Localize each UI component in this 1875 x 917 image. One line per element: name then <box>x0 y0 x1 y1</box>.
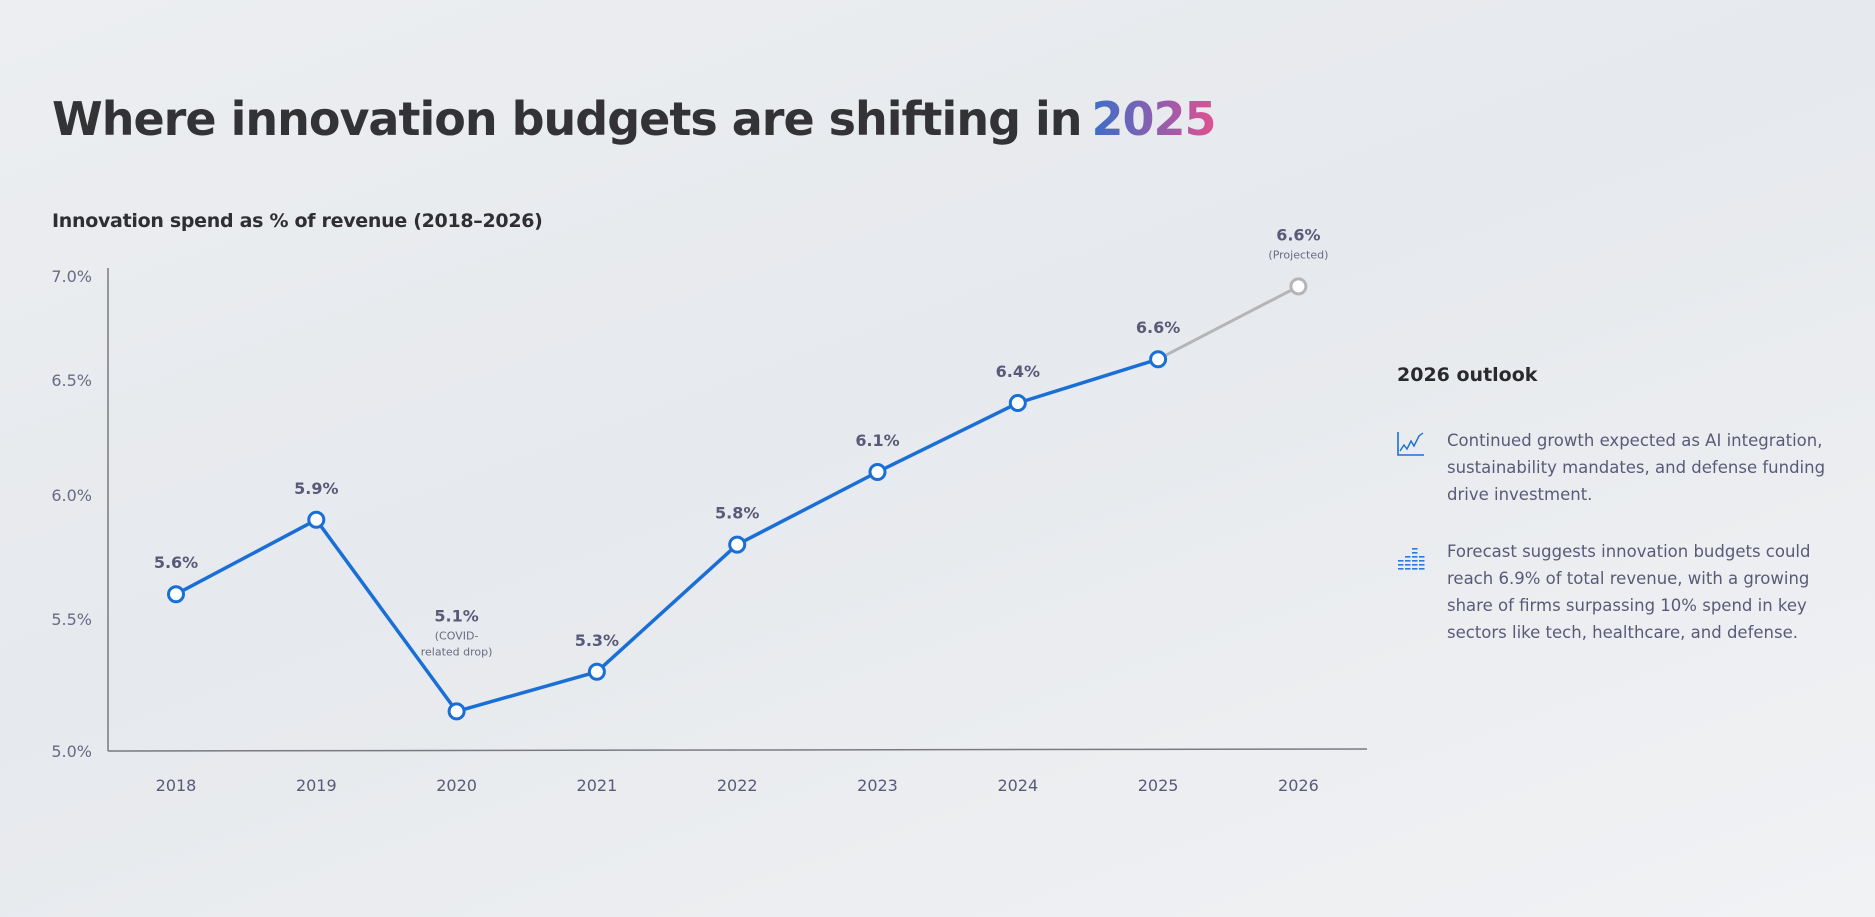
data-point <box>728 535 747 554</box>
y-tick-label: 5.5% <box>51 610 92 629</box>
x-tick-label: 2022 <box>717 776 758 795</box>
annotation: related drop) <box>421 645 493 658</box>
data-point <box>868 463 887 481</box>
x-tick-label: 2018 <box>156 776 197 795</box>
data-label: 6.1% <box>855 431 899 450</box>
projected-line <box>1157 285 1300 361</box>
x-tick-label: 2026 <box>1278 776 1319 795</box>
data-label: 5.3% <box>575 631 619 650</box>
outlook-text: Forecast suggests innovation budgets cou… <box>1447 542 1811 642</box>
x-tick-label: 2025 <box>1138 776 1179 795</box>
series-line <box>175 357 1159 714</box>
annotation: (COVID- <box>435 629 479 642</box>
x-tick-label: 2020 <box>436 776 477 795</box>
bar-equalizer-icon <box>1397 538 1447 646</box>
y-tick-label: 6.0% <box>51 486 92 505</box>
line-chart-icon <box>1397 427 1447 508</box>
projected-point <box>1289 277 1308 296</box>
x-axis <box>107 748 1368 752</box>
x-tick-label: 2021 <box>577 776 618 795</box>
page-title: Where innovation budgets are shifting in… <box>52 92 1217 146</box>
x-tick-label: 2019 <box>296 776 337 795</box>
title-year: 2025 <box>1091 92 1217 146</box>
x-tick-label: 2024 <box>997 776 1038 795</box>
data-point <box>1149 350 1168 369</box>
outlook-text: Continued growth expected as AI integrat… <box>1447 431 1826 504</box>
title-main: Where innovation budgets are shifting in <box>52 92 1083 146</box>
y-tick-label: 6.5% <box>51 371 92 390</box>
outlook-item: Continued growth expected as AI integrat… <box>1397 427 1837 508</box>
data-label: 5.6% <box>154 553 198 572</box>
outlook-item: Forecast suggests innovation budgets cou… <box>1397 538 1837 646</box>
data-label: 6.6% <box>1136 318 1180 337</box>
outlook-title: 2026 outlook <box>1397 364 1538 386</box>
y-tick-label: 7.0% <box>51 267 92 286</box>
data-label: 5.1% <box>434 606 478 625</box>
data-label: 6.6% <box>1276 225 1320 244</box>
data-point <box>167 585 185 604</box>
line-chart: 5.0% 5.5% 6.0% 6.5% 7.0% 2018 2019 2020 2021 2022… <box>51 225 1368 795</box>
y-tick-label: 5.0% <box>51 742 92 761</box>
data-label: 5.9% <box>294 479 338 498</box>
data-label: 5.8% <box>715 504 759 523</box>
data-label: 6.4% <box>996 362 1040 381</box>
annotation: (Projected) <box>1268 248 1328 261</box>
x-tick-label: 2023 <box>857 776 898 795</box>
data-point <box>307 510 326 529</box>
data-point <box>587 662 606 681</box>
data-point <box>447 702 466 721</box>
data-point <box>1008 394 1027 412</box>
chart-title: Innovation spend as % of revenue (2018–2… <box>52 210 543 232</box>
